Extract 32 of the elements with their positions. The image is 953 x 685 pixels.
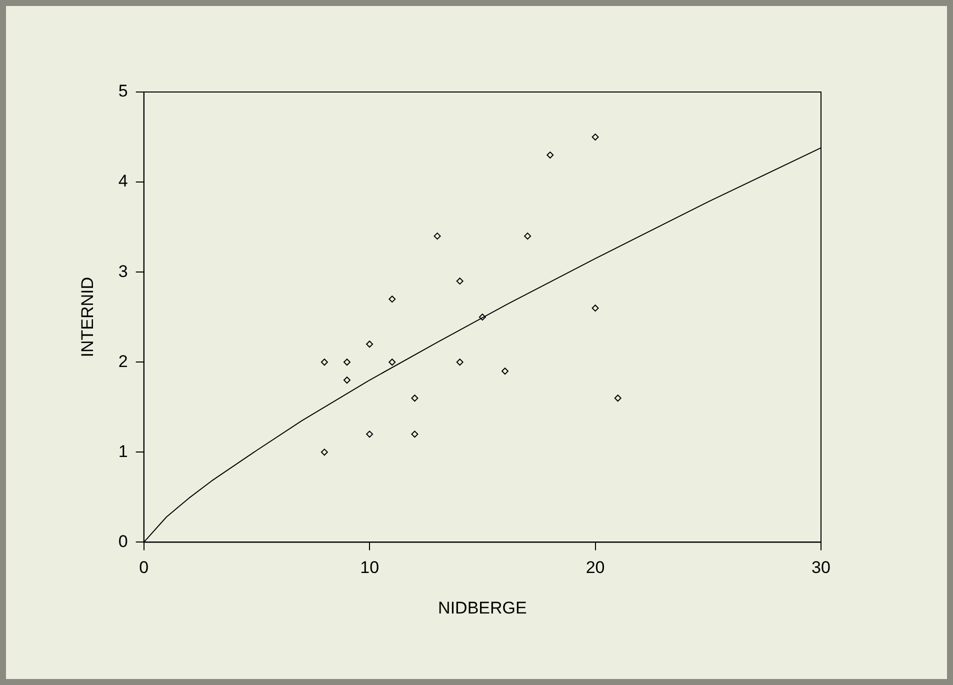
point <box>411 394 418 402</box>
y-axis-title: INTERNID <box>78 276 97 358</box>
x-tick-label: 20 <box>586 558 605 578</box>
y-tick-label: 3 <box>118 262 128 281</box>
x-tick-label: 30 <box>812 558 830 578</box>
x-axis-title: NIDBERGE <box>438 598 527 618</box>
point <box>320 358 328 366</box>
point <box>592 134 599 141</box>
point <box>456 358 464 366</box>
point <box>502 368 508 375</box>
y-tick-label: 5 <box>118 82 128 101</box>
point <box>434 232 441 240</box>
y-tick-label: 1 <box>118 442 128 461</box>
point <box>344 358 350 366</box>
y-tick-label: 2 <box>118 352 128 371</box>
point <box>546 152 554 159</box>
point <box>366 430 374 438</box>
point <box>478 314 486 321</box>
point <box>524 232 532 240</box>
point <box>388 296 396 303</box>
point <box>388 358 396 366</box>
point <box>592 304 599 312</box>
y-tick-label: 4 <box>118 172 128 191</box>
x-tick-label: 10 <box>360 558 380 578</box>
point <box>411 430 418 438</box>
point <box>320 448 328 456</box>
point <box>344 376 350 384</box>
point <box>614 394 622 402</box>
x-tick-label: 0 <box>139 558 149 578</box>
y-tick-label: 0 <box>118 532 128 551</box>
point <box>456 278 464 285</box>
point <box>366 340 374 348</box>
